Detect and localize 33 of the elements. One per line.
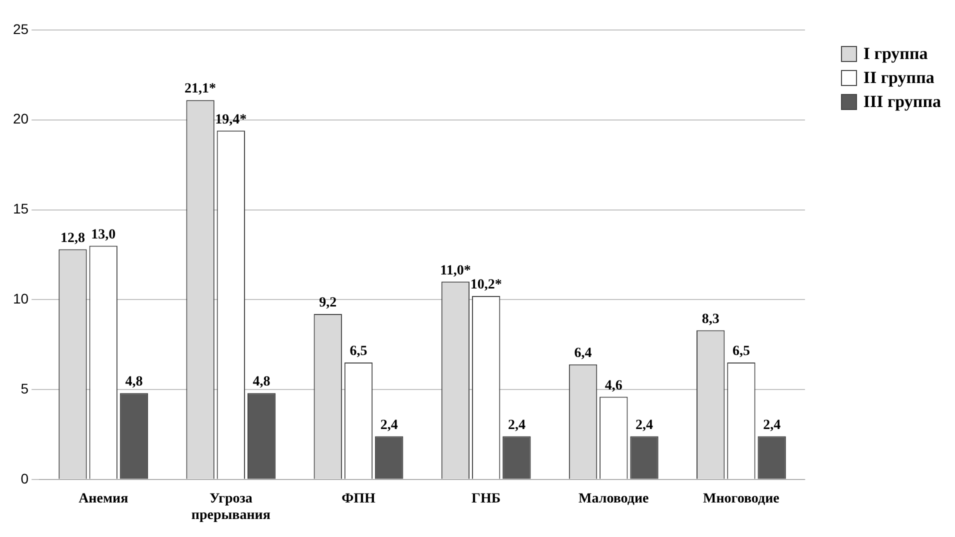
data-label: 2,4 bbox=[763, 418, 781, 433]
data-label: 2,4 bbox=[636, 418, 654, 433]
y-tick-label: 20 bbox=[12, 110, 29, 127]
x-tick-label: ГНБ bbox=[472, 491, 501, 506]
legend-label: II группа bbox=[863, 68, 934, 88]
x-tick-label: ФПН bbox=[342, 491, 376, 506]
y-tick-label: 10 bbox=[12, 290, 29, 306]
data-label: 12,8 bbox=[60, 230, 85, 246]
data-label: 11,0* bbox=[440, 263, 471, 278]
data-label: 6,4 bbox=[574, 346, 592, 361]
data-label: 9,2 bbox=[319, 296, 337, 311]
y-tick-label: 0 bbox=[20, 470, 29, 486]
x-tick-label: Многоводие bbox=[703, 491, 780, 506]
data-label: 6,5 bbox=[732, 344, 750, 360]
data-label: 6,5 bbox=[350, 344, 368, 360]
y-tick-label: 15 bbox=[12, 200, 29, 217]
data-label: 2,4 bbox=[508, 418, 526, 433]
y-tick-label: 25 bbox=[12, 20, 29, 37]
x-tick-label: Анемия bbox=[78, 491, 129, 506]
x-tick-label: Маловодие bbox=[578, 491, 649, 506]
data-label: 2,4 bbox=[380, 418, 398, 433]
data-label: 4,8 bbox=[125, 374, 143, 390]
legend-label: III группа bbox=[863, 92, 941, 112]
data-label: 4,6 bbox=[604, 378, 622, 394]
data-label: 19,4* bbox=[215, 112, 247, 128]
data-label: 4,8 bbox=[252, 374, 270, 390]
data-label: 8,3 bbox=[702, 312, 720, 327]
y-tick-label: 5 bbox=[20, 380, 29, 396]
x-tick-label: Угроза прерывания bbox=[191, 491, 271, 524]
legend-label: I группа bbox=[863, 44, 928, 64]
data-label: 13,0 bbox=[91, 227, 116, 242]
data-label: 21,1* bbox=[184, 82, 216, 97]
data-label: 10,2* bbox=[470, 278, 502, 293]
